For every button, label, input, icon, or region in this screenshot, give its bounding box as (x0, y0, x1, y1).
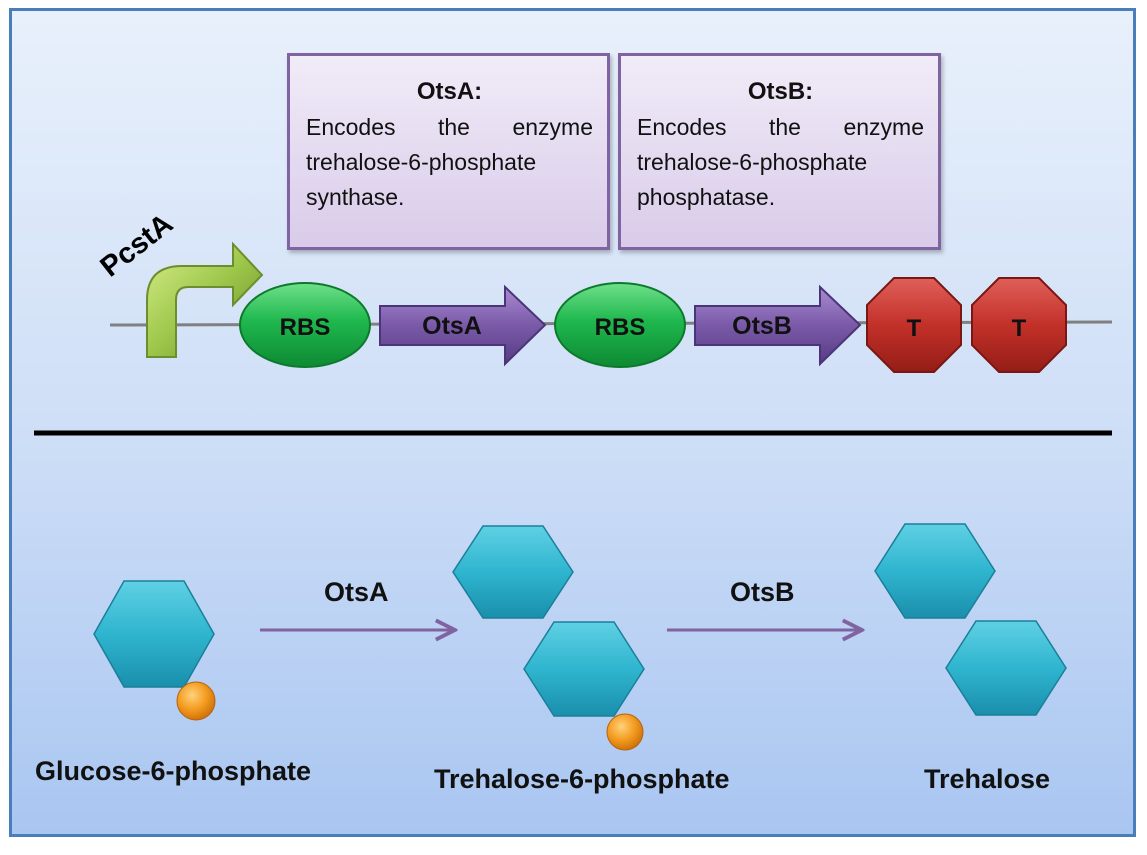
otsa-description-title: OtsA: (416, 78, 483, 105)
trehalose-hexagon-1 (874, 523, 996, 619)
otsa-description-box: OtsA: Encodes the enzyme trehalose-6-pho… (287, 53, 610, 250)
terminator-2 (971, 277, 1067, 373)
trehalose-6-phosphate-label: Trehalose-6-phosphate (434, 764, 730, 794)
trehalose-6-phosphate-hexagon-2 (523, 621, 645, 717)
trehalose-label: Trehalose (924, 764, 1051, 794)
gene-otsa-arrow (379, 284, 547, 367)
terminator-2-label: T (1012, 315, 1027, 342)
rbs-1-label: RBS (280, 314, 331, 341)
otsb-description-text: Encodes the enzyme trehalose-6-phosphate… (637, 114, 924, 210)
trehalose-hexagon-2 (945, 620, 1067, 716)
gene-otsb-arrow (694, 284, 862, 367)
rbs-2 (554, 282, 686, 368)
reaction-2-enzyme-label: OtsB (730, 577, 795, 607)
glucose-hexagon (93, 580, 215, 688)
otsa-description-text: Encodes the enzyme trehalose-6-phosphate… (306, 114, 593, 210)
rbs-2-label: RBS (595, 314, 646, 341)
otsb-description-title: OtsB: (747, 78, 814, 105)
terminator-1 (866, 277, 962, 373)
gene-otsa-label: OtsA (422, 312, 482, 340)
otsb-description-box: OtsB: Encodes the enzyme trehalose-6-pho… (618, 53, 941, 250)
glucose-phosphate-group (176, 681, 216, 721)
trehalose-6-phosphate-hexagon-1 (452, 525, 574, 619)
terminator-1-label: T (907, 315, 922, 342)
rbs-1 (239, 282, 371, 368)
reaction-1-enzyme-label: OtsA (324, 577, 389, 607)
gene-otsb-label: OtsB (732, 312, 792, 340)
glucose-6-phosphate-label: Glucose-6-phosphate (35, 756, 312, 786)
trehalose-6-phosphate-phosphate-group (606, 713, 644, 751)
promoter-arrow-icon (146, 241, 264, 358)
